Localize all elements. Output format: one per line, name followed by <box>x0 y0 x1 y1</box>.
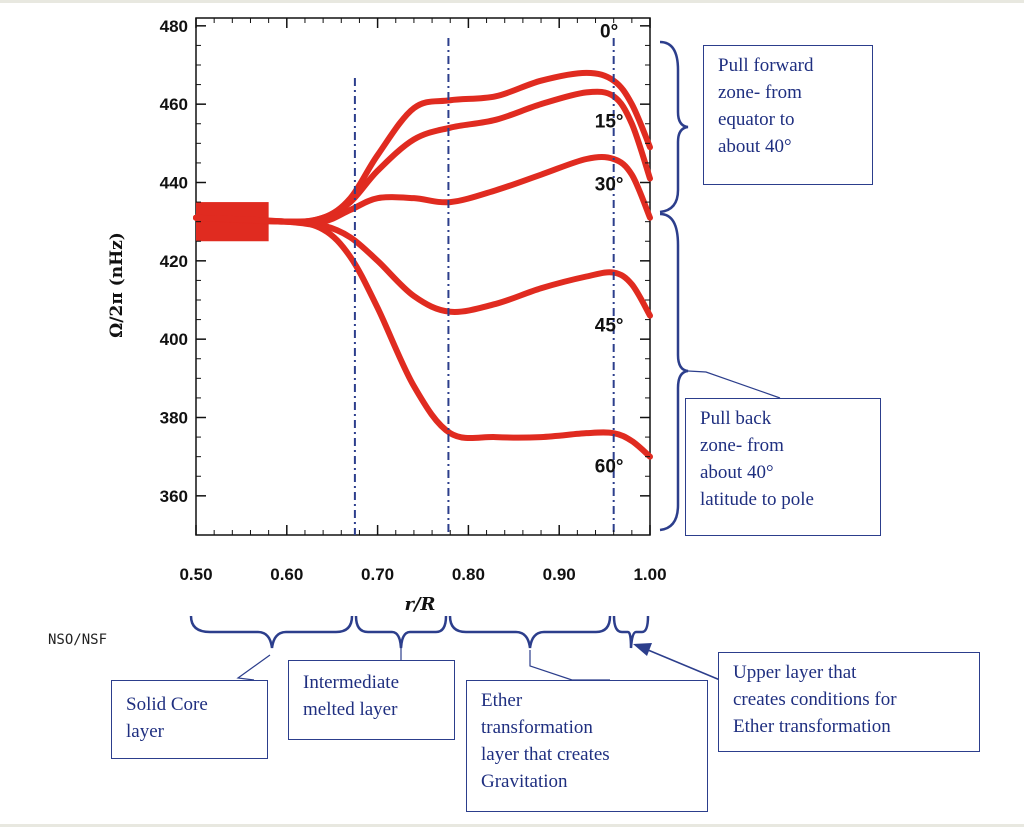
solid-core-pointer <box>236 654 271 681</box>
pull-back-brace <box>659 212 689 532</box>
ether-pointer <box>529 650 610 681</box>
solid-core-callout: Solid Core layer <box>111 680 268 759</box>
y-tick-label: 440 <box>160 174 188 193</box>
y-tick-label: 380 <box>160 409 188 428</box>
pull-back-callout: Pull back zone- from about 40° latitude … <box>685 398 881 536</box>
pull-forward-brace <box>659 40 689 214</box>
x-tick-label: 0.90 <box>543 565 576 584</box>
upper-brace <box>612 615 650 649</box>
plot-area <box>195 17 651 536</box>
curves-group <box>193 69 653 460</box>
x-tick-label: 0.60 <box>270 565 303 584</box>
credit-text: NSO/NSF <box>48 632 108 648</box>
latitude-labels: 0° 15° 30° 45° 60° <box>595 22 624 478</box>
x-tick-label: 1.00 <box>633 565 666 584</box>
solid-core-brace <box>189 615 354 649</box>
series-line-4 <box>193 214 653 460</box>
plot-frame <box>195 17 651 536</box>
latitude-label: 0° <box>600 22 618 43</box>
latitude-label: 60° <box>595 456 624 477</box>
x-tick-label: 0.50 <box>179 565 212 584</box>
x-axis-label: r/R <box>404 594 435 615</box>
ether-callout: Ether transformation layer that creates … <box>466 680 708 812</box>
latitude-label: 30° <box>595 174 624 195</box>
y-tick-label: 360 <box>160 487 188 506</box>
y-tick-label: 400 <box>160 330 188 349</box>
axis-ticks: 360 380 400 420 440 460 480 0.50 0.60 0.70 0.80 0.9… <box>160 17 667 584</box>
layer-boundary-lines <box>353 38 615 535</box>
pull-back-pointer <box>687 370 781 399</box>
upper-arrow-head <box>633 643 652 656</box>
y-axis-label: Ω/2π (nHz) <box>107 232 127 338</box>
intermediate-callout: Intermediate melted layer <box>288 660 455 740</box>
upper-layer-callout: Upper layer that creates conditions for … <box>718 652 980 752</box>
y-tick-label: 420 <box>160 252 188 271</box>
x-tick-label: 0.80 <box>452 565 485 584</box>
ether-brace <box>448 615 612 649</box>
pull-forward-callout: Pull forward zone- from equator to about… <box>703 45 873 185</box>
upper-arrow-line <box>647 649 721 681</box>
intermediate-brace <box>354 615 448 649</box>
latitude-label: 15° <box>595 112 624 133</box>
x-tick-label: 0.70 <box>361 565 394 584</box>
y-tick-label: 480 <box>160 17 188 36</box>
y-tick-label: 460 <box>160 95 188 114</box>
latitude-label: 45° <box>595 315 624 336</box>
